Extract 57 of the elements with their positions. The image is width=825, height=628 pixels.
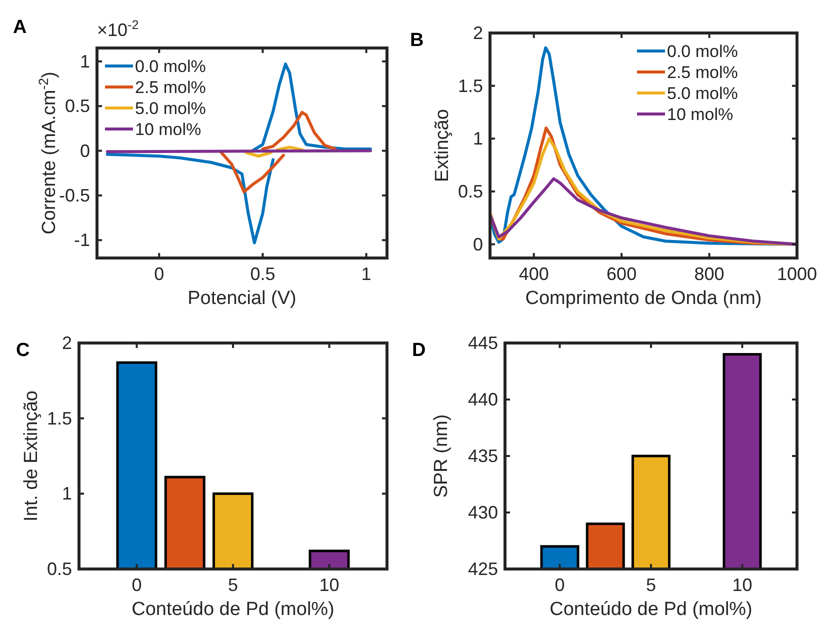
legend-label: 5.0 mol% (667, 84, 738, 103)
y-tick-label: 430 (468, 502, 498, 522)
y-tick-label: -0.5 (58, 185, 90, 206)
y-tick-label: 0.5 (64, 96, 90, 116)
x-tick-label: 5 (228, 575, 238, 595)
line-series (220, 151, 285, 194)
x-tick-label: 5 (646, 575, 656, 595)
legend-label: 2.5 mol% (667, 63, 738, 82)
y-tick-label: 1 (62, 484, 72, 504)
y-tick-label: 0 (472, 234, 483, 254)
text: B (410, 30, 424, 51)
y-tick-label: 0.5 (46, 559, 72, 579)
y-tick-label: 445 (468, 333, 498, 353)
y-tick-label: 1 (80, 51, 90, 72)
legend-label: 10 mol% (667, 105, 734, 124)
y-tick-label: 2 (472, 23, 483, 43)
y-tick-label: 440 (468, 390, 498, 410)
x-tick-label: 600 (606, 264, 637, 284)
x-axis-title: Conteúdo de Pd (mol%) (550, 599, 752, 620)
x-axis-title: Comprimento de Onda (nm) (525, 288, 762, 309)
y-tick-label: 0 (80, 140, 90, 161)
y-axis-title: SPR (nm) (431, 414, 452, 498)
x-tick-label: 10 (732, 575, 752, 595)
x-tick-label: 800 (694, 264, 724, 284)
text: ×10$^{-2}$ (97, 18, 139, 40)
x-axis-title: Conteúdo de Pd (mol%) (132, 599, 334, 620)
line-series (490, 177, 797, 246)
text: D (412, 340, 426, 361)
x-tick-label: 0 (154, 264, 164, 284)
legend-label: 10 mol% (135, 120, 202, 139)
y-axis-title: Extinção (432, 109, 453, 182)
y-tick-label: 0.5 (458, 181, 483, 202)
line-series (261, 110, 337, 150)
y-tick-label: 1.5 (46, 408, 72, 428)
x-tick-label: 10 (319, 575, 340, 595)
legend-label: 0.0 mol% (135, 57, 206, 76)
text: C (16, 340, 30, 361)
y-tick-label: 435 (468, 446, 498, 466)
x-tick-label: 1 (361, 264, 372, 284)
x-tick-label: 400 (518, 264, 549, 284)
x-axis-title: Potencial (V) (188, 288, 296, 309)
y-tick-label: 2 (62, 333, 72, 353)
line-series (250, 62, 372, 152)
text: A (13, 17, 27, 38)
y-tick-label: 1.5 (458, 76, 483, 96)
y-tick-label: -1 (74, 230, 90, 250)
legend-label: 2.5 mol% (135, 78, 206, 97)
x-tick-label: 0 (554, 575, 565, 595)
legend-label: 0.0 mol% (667, 42, 738, 61)
y-tick-label: 425 (468, 559, 498, 579)
line-series (106, 152, 275, 244)
y-tick-label: 1 (472, 128, 483, 149)
y-axis-title: Int. de Extinção (21, 390, 42, 522)
x-tick-label: 1000 (776, 264, 818, 284)
legend-label: 5.0 mol% (135, 99, 206, 118)
x-tick-label: 0.5 (250, 264, 276, 284)
x-tick-label: 0 (132, 575, 142, 595)
